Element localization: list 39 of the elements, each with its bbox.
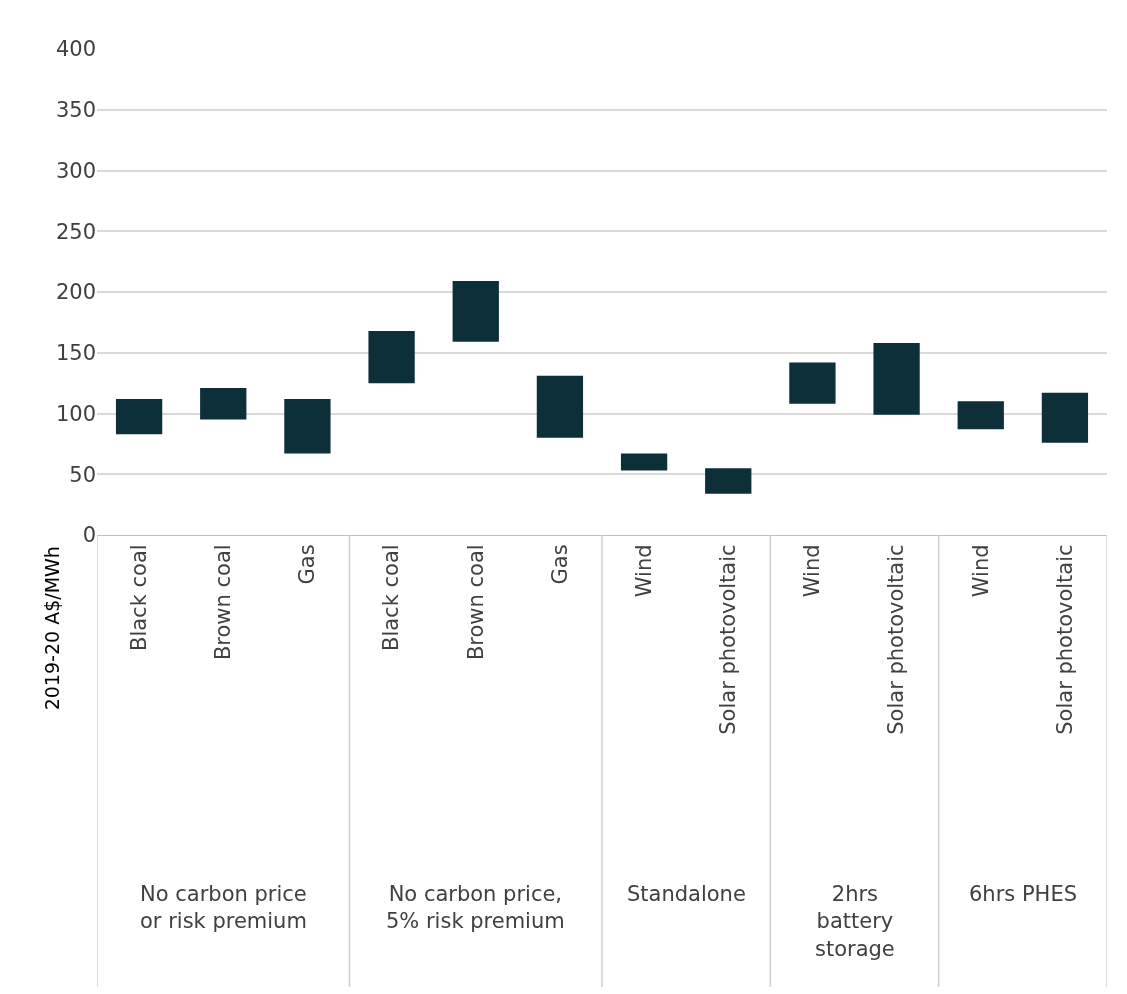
y-tick-label: 250 [55,219,96,244]
x-tick-label: Black coal [126,544,151,651]
x-tick-label: Solar photovoltaic [1052,544,1077,735]
text: 6hrs PHES [969,882,1077,906]
x-tick-label: Brown coal [463,544,488,661]
text: No carbon price or risk premium [140,882,307,934]
x-tick-label: Solar photovoltaic [884,544,909,735]
y-tick-label: 350 [55,98,96,123]
text: No carbon price, 5% risk premium [386,882,565,934]
x-tick-label: Black coal [379,544,404,651]
bar [200,387,247,420]
bar [115,398,163,435]
x-tick-label: Wind [800,544,825,598]
x-tick-label: Wind [631,544,656,598]
y-tick-label: 0 [82,523,96,548]
y-tick-label: 400 [55,37,96,62]
bar [1041,392,1089,443]
bar [368,330,415,384]
x-tick-label: Gas [295,544,320,585]
y-tick-label: 300 [55,158,96,183]
y-tick-label: 50 [69,462,96,487]
bar [957,401,1004,430]
bar [789,362,836,404]
bar [452,281,499,342]
x-tick-label: Solar photovoltaic [716,544,741,735]
y-tick-label: 100 [55,401,96,426]
bar [620,453,668,471]
y-axis-title: 2019-20 A$/MWh [40,546,63,711]
text: 2hrs battery storage [815,882,895,961]
y-tick-label: 150 [55,341,96,366]
bar [536,375,584,438]
x-tick-label: Gas [547,544,572,585]
bar [705,468,752,494]
y-tick-label: 200 [55,280,96,305]
text: Standalone [627,882,746,906]
x-tick-label: Wind [968,544,993,598]
bar [284,398,331,454]
x-tick-label: Brown coal [211,544,236,661]
bar [873,343,920,415]
